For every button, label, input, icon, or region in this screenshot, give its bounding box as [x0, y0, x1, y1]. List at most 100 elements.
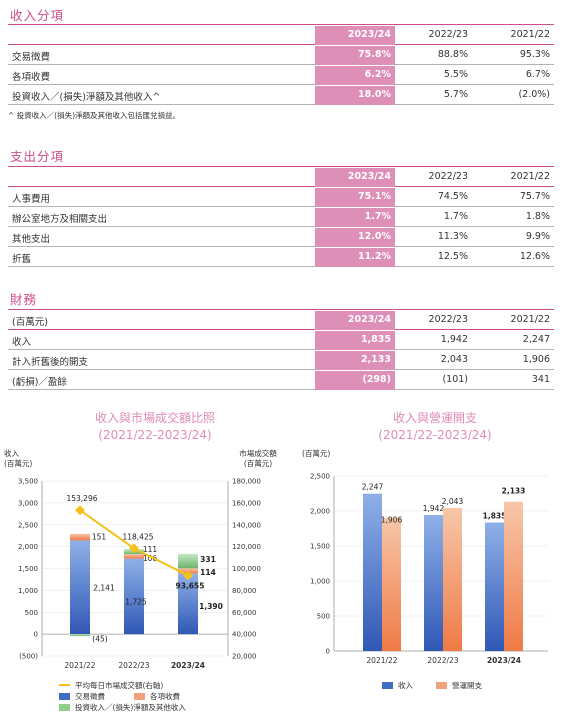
bar-revenue — [363, 493, 382, 651]
cell-value: 1,835 — [360, 334, 391, 345]
y-axis-label: (百萬元) — [4, 458, 32, 468]
turnover-point — [129, 543, 139, 554]
y-tick-label: 2,500 — [18, 521, 38, 529]
row-label: 人事費用 — [12, 194, 51, 205]
y2-tick-label: 160,000 — [232, 499, 261, 507]
row-label: 收入 — [12, 337, 32, 348]
row-label: 交易徵費 — [12, 52, 51, 63]
chart2-title: 收入與營運開支 (2021/22-2023/24) — [315, 410, 555, 444]
chart2-legend: 收入 營運開支 — [378, 680, 482, 691]
cell-value: 5.7% — [443, 89, 468, 100]
row-label: 辦公室地方及相關支出 — [12, 214, 108, 225]
cell-value: 74.5% — [437, 191, 468, 202]
chart2-subtitle: (2021/22-2023/24) — [378, 428, 492, 442]
cell-value: 2,043 — [440, 354, 468, 365]
cell-value: (2.0%) — [518, 89, 550, 100]
cell-value: 1.7% — [443, 211, 468, 222]
y-tick-label: 3,000 — [18, 499, 38, 507]
data-label-revenue: 1,942 — [423, 504, 445, 513]
data-label-fees: 106 — [143, 554, 158, 563]
finance-section-title: 財務 — [10, 292, 38, 307]
y-tick-label: 1,500 — [18, 565, 38, 573]
cell-value: 1.8% — [525, 211, 550, 222]
data-label-levy: 2,141 — [93, 583, 115, 592]
year-header: 2021/22 — [510, 314, 550, 325]
cell-value: 88.8% — [437, 49, 468, 60]
year-header: 2021/22 — [510, 29, 550, 40]
y-axis-label: 收入 — [4, 448, 19, 458]
y2-tick-label: 40,000 — [232, 631, 257, 639]
highlight-column-cell — [315, 351, 395, 370]
legend-swatch-expense — [436, 682, 447, 689]
year-header: 2023/24 — [347, 314, 391, 325]
expense-section-title: 支出分項 — [10, 149, 65, 164]
table-row: 其他支出 12.0% 11.3% 9.9% — [8, 228, 554, 247]
y-axis-label: (百萬元) — [302, 448, 330, 458]
income-footnote: ^ 投資收入／(損失)淨額及其他收入包括匯兌損益。 — [8, 111, 181, 120]
table-row: 折舊 11.2% 12.5% 12.6% — [8, 248, 554, 267]
highlight-column-cell — [315, 208, 395, 227]
bar-expense — [504, 501, 523, 651]
turnover-label: 118,425 — [122, 532, 153, 541]
bar-levy — [178, 573, 198, 635]
bar-levy — [70, 540, 90, 635]
year-header: 2023/24 — [347, 29, 391, 40]
cell-value: 12.6% — [519, 251, 550, 262]
cell-value: (298) — [362, 374, 391, 385]
cell-value: 1,942 — [440, 334, 468, 345]
legend-line-swatch — [59, 684, 70, 686]
revenue-expense-chart: (百萬元) 0 500 1,000 1,500 2,000 2,500 2,247 1,906 2… — [302, 448, 548, 665]
revenue-turnover-chart: 收入(百萬元)市場成交額(百萬元)(500)05001,0001,5002,00… — [4, 448, 277, 670]
y-tick-label: (500) — [19, 653, 38, 661]
income-section-title: 收入分項 — [10, 8, 65, 23]
legend-row: 收入 營運開支 — [378, 680, 482, 691]
cell-value: 75.7% — [519, 191, 550, 202]
cell-value: 2,133 — [360, 354, 391, 365]
x-tick-label: 2022/23 — [118, 661, 149, 670]
y2-tick-label: 80,000 — [232, 587, 257, 595]
finance-table-header: (百萬元) 2023/24 2022/23 2021/22 — [8, 311, 554, 330]
table-row: 交易徵費 75.8% 88.8% 95.3% — [8, 46, 554, 65]
chart1-subtitle: (2021/22-2023/24) — [98, 428, 212, 442]
chart2-title-text: 收入與營運開支 — [392, 411, 477, 425]
y-tick-label: 0 — [326, 648, 330, 656]
data-label-levy: 1,725 — [125, 597, 147, 606]
data-label-investment: 111 — [143, 545, 158, 554]
legend-label-levy: 交易徵費 — [75, 692, 105, 701]
y2-tick-label: 180,000 — [232, 478, 261, 486]
highlight-column-cell — [315, 228, 395, 247]
legend-row-2: 交易徵費 各項收費 — [55, 691, 186, 702]
turnover-label: 153,296 — [66, 494, 97, 503]
row-label: (虧損)／盈餘 — [12, 377, 67, 388]
legend-label-investment: 投資收入／(損失)淨額及其他收入 — [75, 703, 186, 712]
table-row: 辦公室地方及相關支出 1.7% 1.7% 1.8% — [8, 208, 554, 227]
table-row: (虧損)／盈餘 (298) (101) 341 — [8, 371, 554, 390]
bar-fees — [70, 533, 90, 541]
table-row: 計入折舊後的開支 2,133 2,043 1,906 — [8, 351, 554, 370]
cell-value: 1.7% — [364, 211, 391, 222]
y-tick-label: 500 — [25, 609, 38, 617]
data-label-expense: 2,043 — [442, 497, 464, 506]
unit-label: (百萬元) — [12, 317, 48, 328]
finance-rule — [8, 309, 554, 310]
cell-value: 11.2% — [358, 251, 391, 262]
y-tick-label: 0 — [34, 631, 38, 639]
y-tick-label: 1,000 — [18, 587, 38, 595]
cell-value: 1,906 — [522, 354, 550, 365]
y2-tick-label: 120,000 — [232, 543, 261, 551]
table-row: 各項收費 6.2% 5.5% 6.7% — [8, 66, 554, 85]
cell-value: 6.2% — [364, 69, 391, 80]
data-label-revenue: 1,835 — [483, 512, 507, 521]
cell-value: 2,247 — [522, 334, 550, 345]
highlight-column-cell — [315, 86, 395, 105]
legend-label-fees: 各項收費 — [150, 692, 180, 701]
legend-line-item: 平均每日市場成交額(右軸) — [55, 680, 186, 691]
x-tick-label: 2023/24 — [171, 661, 205, 670]
cell-value: 12.0% — [358, 231, 391, 242]
cell-value: (101) — [442, 374, 468, 385]
y-tick-label: 2,000 — [18, 543, 38, 551]
bar-revenue — [424, 515, 443, 651]
x-tick-label: 2021/22 — [366, 656, 397, 665]
highlight-column-cell — [315, 46, 395, 65]
row-label: 各項收費 — [12, 72, 51, 83]
